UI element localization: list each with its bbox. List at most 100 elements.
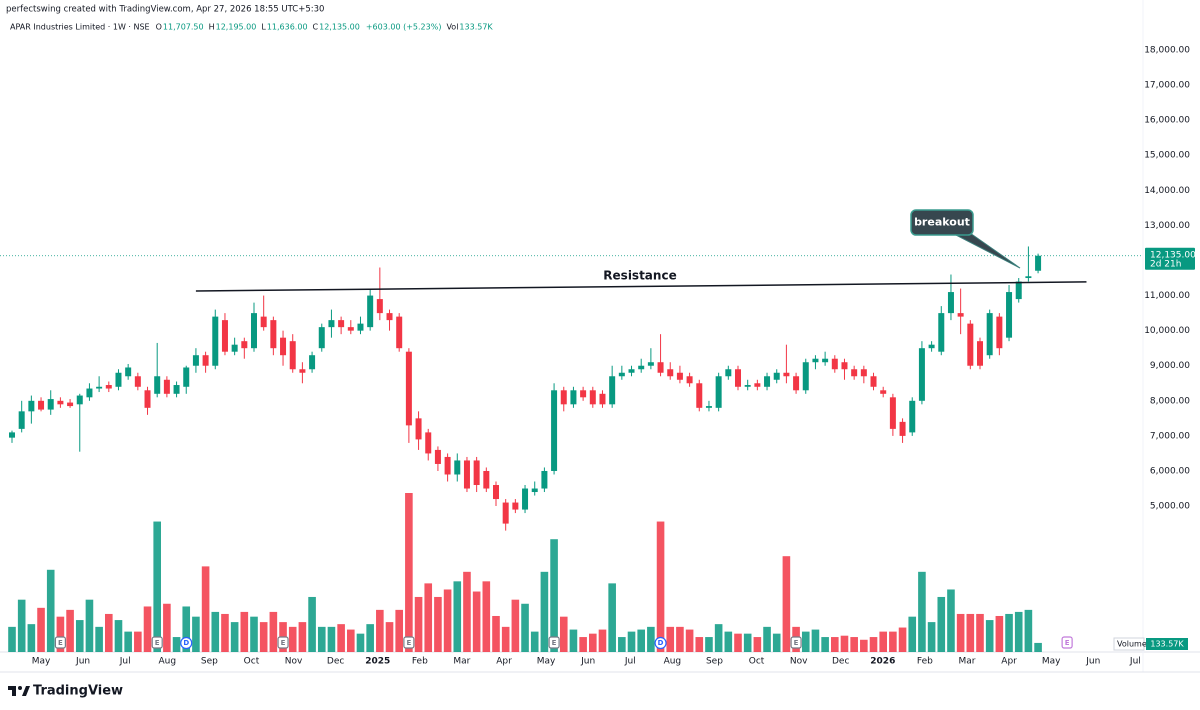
volume-bar (521, 603, 529, 652)
volume-value-box (1146, 638, 1188, 650)
x-tick-label: Jun (580, 657, 595, 667)
x-tick-label: Feb (412, 657, 428, 667)
countdown: 2d 21h (1150, 259, 1181, 269)
symbol: APAR Industries Limited · 1W · NSE (10, 23, 150, 32)
candle-body (822, 358, 829, 363)
candle-body (67, 402, 74, 407)
candle-body (947, 292, 954, 314)
candle-body (802, 362, 809, 391)
x-tick-label: Jun (75, 657, 90, 667)
candle-body (512, 502, 519, 510)
volume-bar (192, 616, 200, 652)
y-tick-label: 14,000.00 (1144, 186, 1190, 196)
event-marker (1061, 636, 1073, 649)
volume-bar (695, 637, 704, 652)
volume-bar (75, 620, 84, 652)
candle-body (38, 400, 45, 410)
volume-bar (1034, 642, 1042, 652)
candle-body (647, 362, 654, 366)
x-tick-label: May (32, 657, 51, 667)
candle-body (376, 299, 383, 314)
volume-bar (1024, 609, 1033, 652)
volume-bar (172, 637, 181, 652)
volume-bar (511, 599, 520, 652)
candle-body (125, 367, 132, 377)
x-tick-label: 2026 (870, 657, 895, 667)
volume-bar (637, 629, 645, 652)
resistance-label: Resistance (603, 269, 676, 283)
volume-bar (492, 615, 500, 652)
event-label: E (794, 639, 799, 647)
candle-body (880, 390, 887, 394)
volume-legend-box (1113, 637, 1145, 651)
candle-body (231, 344, 238, 352)
candle-body (76, 395, 83, 405)
volume-bar (831, 637, 839, 652)
x-tick-label: Jul (1129, 657, 1141, 667)
volume-bar (598, 629, 607, 652)
event-label: E (406, 639, 411, 647)
volume-bar (666, 626, 675, 652)
volume-bar (559, 616, 568, 652)
candle-body (9, 432, 15, 438)
volume-bar (589, 633, 597, 652)
event-marker (403, 636, 415, 649)
volume-bar (37, 607, 45, 652)
candle-body (870, 376, 877, 387)
candle-body (812, 358, 819, 363)
volume-bar (927, 622, 936, 652)
candle-body (105, 385, 112, 389)
volume-bar (327, 626, 336, 652)
candle-body (551, 390, 558, 471)
candle-body (541, 470, 548, 489)
candle-body (618, 372, 625, 377)
volume-bar (676, 626, 684, 652)
volume-bar (618, 637, 626, 652)
volume-bar (211, 611, 220, 652)
volume-bar (898, 627, 907, 652)
candle-body (754, 383, 761, 387)
volume-bar (288, 626, 297, 652)
volume-bar (337, 624, 345, 652)
candle-body (115, 372, 122, 387)
volume-bar (772, 633, 781, 652)
candle-body (173, 385, 180, 394)
candle-body (328, 320, 335, 328)
ohlc-key: Vol (446, 23, 458, 32)
volume-bar (114, 620, 123, 652)
volume-bar (17, 599, 26, 652)
candle-body (735, 369, 741, 387)
ohlc-key: C (313, 23, 319, 32)
y-tick-label: 16,000.00 (1144, 116, 1190, 126)
x-tick-label: Aug (158, 657, 176, 667)
candle-body (1025, 276, 1032, 279)
candle-body (725, 369, 732, 377)
ohlc-value: +603.00 (+5.23%) (366, 23, 442, 32)
ohlc-key: L (261, 23, 266, 32)
x-tick-label: Aug (664, 657, 682, 667)
candle-body (483, 470, 490, 489)
x-tick-label: Apr (1001, 657, 1017, 667)
volume-bar (782, 556, 791, 652)
volume-bar (840, 635, 849, 652)
candle-body (28, 400, 35, 412)
volume-bar (105, 613, 113, 652)
volume-bar (705, 637, 713, 652)
candle-body (570, 390, 577, 405)
volume-bar (85, 599, 94, 652)
candle-body (986, 313, 993, 356)
volume-bar (453, 581, 462, 652)
volume-bar (240, 611, 249, 652)
x-tick-label: Jul (119, 657, 131, 667)
candle-body (444, 456, 451, 475)
candle-body (192, 355, 199, 366)
ohlc-value: 11,636.00 (267, 23, 308, 32)
ohlc-value: 11,707.50 (163, 23, 204, 32)
volume-bar (482, 581, 491, 652)
y-tick-label: 18,000.00 (1144, 45, 1190, 55)
event-label: D (183, 639, 189, 647)
candle-body (967, 323, 974, 366)
volume-bar (347, 629, 355, 652)
volume-bar (405, 493, 413, 652)
